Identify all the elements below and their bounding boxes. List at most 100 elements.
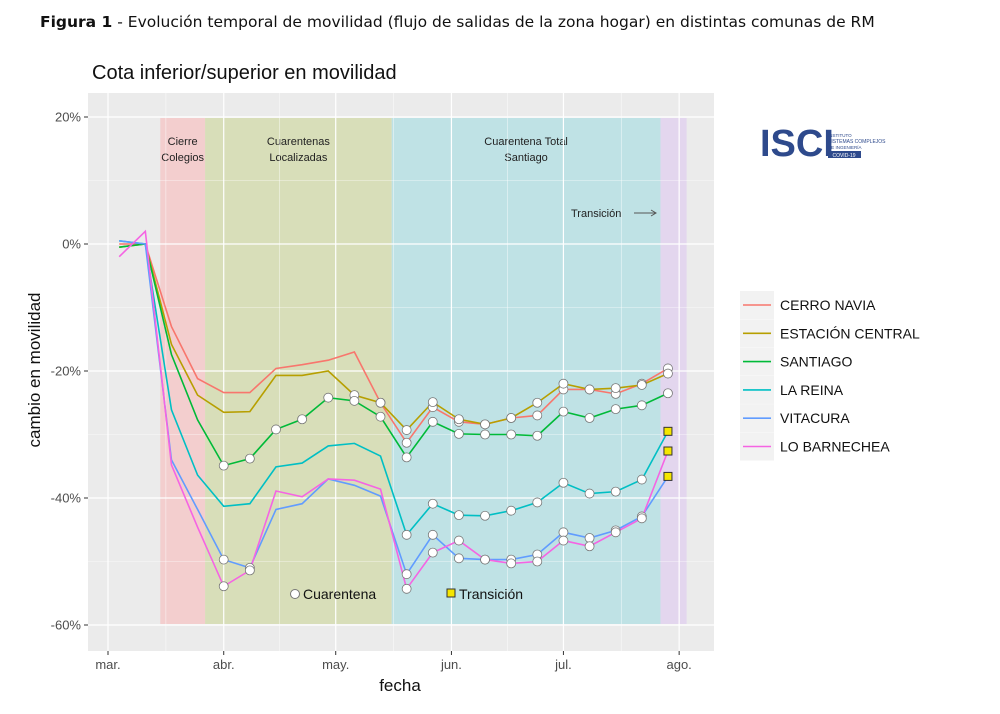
data-point-circle xyxy=(480,429,490,440)
data-point-circle xyxy=(271,424,281,435)
data-point-circle xyxy=(401,452,412,463)
data-point-square xyxy=(663,471,673,481)
x-tick-label: jul. xyxy=(554,657,572,672)
data-point-circle xyxy=(532,497,543,508)
arrow-right-icon xyxy=(650,209,657,217)
legend-label: CERRO NAVIA xyxy=(780,297,876,313)
data-point-circle xyxy=(427,547,438,558)
data-point-circle xyxy=(506,558,517,569)
phase-label: Santiago xyxy=(504,152,547,164)
x-tick-label: mar. xyxy=(95,657,120,672)
logo-text: ISCI xyxy=(760,123,834,165)
x-axis-label: fecha xyxy=(379,676,421,695)
data-point-circle xyxy=(375,411,386,422)
legend-label: LO BARNECHEA xyxy=(780,439,890,455)
y-tick-label: -20% xyxy=(51,364,82,379)
data-point-circle xyxy=(532,556,543,567)
legend-label: VITACURA xyxy=(780,410,850,426)
data-point-circle xyxy=(349,395,360,406)
cuarentena-key-label: Cuarentena xyxy=(303,586,376,602)
y-tick-label: -40% xyxy=(51,491,82,506)
logo-badge xyxy=(828,151,861,158)
data-point-circle xyxy=(401,437,412,448)
data-point-circle xyxy=(584,413,595,423)
legend-label: ESTACIÓN CENTRAL xyxy=(780,325,920,341)
caption-label: Figura 1 xyxy=(40,13,112,31)
data-point-circle xyxy=(218,554,229,565)
data-point-circle xyxy=(454,428,464,439)
data-point-circle xyxy=(636,513,647,524)
data-point-circle xyxy=(532,410,543,421)
square-marker-key xyxy=(446,588,456,598)
y-tick-label: 0% xyxy=(62,237,81,252)
x-tick-label: may. xyxy=(322,657,349,672)
isci-logo: ISCI INSTITUTO SISTEMAS COMPLEJOS DE ING… xyxy=(760,123,886,165)
data-point-circle xyxy=(218,581,229,592)
phase-label: Cierre xyxy=(168,136,198,148)
data-point-circle xyxy=(244,453,255,464)
data-point-square xyxy=(663,446,673,456)
data-point-circle xyxy=(454,414,464,425)
series-markers xyxy=(119,231,673,594)
data-point-circle xyxy=(584,533,595,543)
series-line-cerro-navia xyxy=(119,243,669,445)
data-point-circle xyxy=(506,429,517,440)
data-point-circle xyxy=(427,397,438,408)
data-point-circle xyxy=(375,397,386,408)
annotations: Transición Cuarentena Transición xyxy=(290,208,657,602)
data-point-circle xyxy=(558,535,569,546)
data-point-circle xyxy=(584,541,595,552)
data-point-circle xyxy=(610,404,621,415)
x-tick-label: abr. xyxy=(213,657,235,672)
data-point-circle xyxy=(480,554,490,565)
data-point-circle xyxy=(323,392,334,403)
data-point-square xyxy=(663,426,673,436)
series-line-vitacura xyxy=(119,240,669,577)
data-point-circle xyxy=(454,510,464,521)
legend-label: SANTIAGO xyxy=(780,354,852,370)
phase-label: Localizadas xyxy=(269,152,328,164)
data-point-circle xyxy=(558,378,569,389)
data-point-circle xyxy=(401,529,412,540)
data-point-circle xyxy=(558,527,569,538)
caption-text: - Evolución temporal de movilidad (flujo… xyxy=(112,13,874,31)
axis-ticks: 20% 0% -20% -40% -60% mar. abr. may. jun. jul. ago… xyxy=(51,110,692,673)
y-tick-label: 20% xyxy=(55,110,81,125)
data-point-circle xyxy=(610,383,621,394)
data-point-circle xyxy=(480,510,490,521)
legend: CERRO NAVIA ESTACIÓN CENTRAL SANTIAGO LA RE… xyxy=(740,291,920,461)
data-point-circle xyxy=(427,529,438,540)
data-point-circle xyxy=(532,397,543,408)
data-point-circle xyxy=(584,488,595,499)
phase-label: Cuarentena Total xyxy=(484,136,568,148)
logo-badge-text: COVID-19 xyxy=(832,153,855,159)
y-tick-label: -60% xyxy=(51,618,82,633)
data-point-circle xyxy=(636,380,647,390)
series-line-lo-barnechea xyxy=(118,229,669,591)
data-point-circle xyxy=(218,460,229,471)
data-point-circle xyxy=(427,416,438,427)
logo-sub-3: DE INGENIERÍA xyxy=(828,144,862,150)
data-point-circle xyxy=(401,569,412,580)
data-point-circle xyxy=(401,583,412,594)
data-point-circle xyxy=(558,477,569,488)
legend-label: LA REINA xyxy=(780,382,844,398)
data-point-circle xyxy=(663,368,673,379)
data-point-circle xyxy=(610,527,621,538)
phase-label: Cuarentenas xyxy=(267,136,330,148)
data-point-circle xyxy=(427,498,438,509)
figure-caption: Figura 1 - Evolución temporal de movilid… xyxy=(40,13,875,31)
x-tick-label: ago. xyxy=(666,657,691,672)
data-point-circle xyxy=(506,505,517,516)
data-point-circle xyxy=(454,553,464,564)
transicion-key-label: Transición xyxy=(459,586,523,602)
data-point-circle xyxy=(558,406,569,417)
data-point-circle xyxy=(636,400,647,411)
series-line-la-reina xyxy=(119,240,669,537)
logo-sub-2: SISTEMAS COMPLEJOS xyxy=(828,139,886,145)
data-point-circle xyxy=(297,414,308,425)
data-point-circle xyxy=(532,430,543,441)
chart-title: Cota inferior/superior en movilidad xyxy=(92,62,397,84)
data-point-circle xyxy=(636,474,647,485)
